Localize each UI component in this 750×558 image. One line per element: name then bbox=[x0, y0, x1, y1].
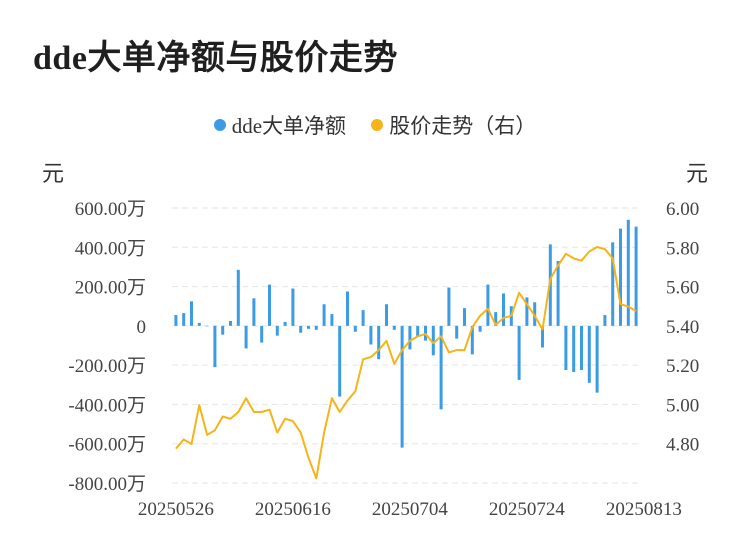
bar bbox=[252, 298, 256, 326]
bar bbox=[392, 325, 396, 330]
bar bbox=[221, 325, 225, 335]
bar bbox=[268, 284, 271, 326]
right-tick-label: 6.00 bbox=[666, 199, 699, 220]
x-tick-label: 20250704 bbox=[372, 499, 449, 520]
bar bbox=[205, 325, 209, 327]
bar bbox=[346, 291, 349, 326]
bar bbox=[197, 322, 201, 326]
bar bbox=[455, 325, 459, 339]
x-tick-label: 20250724 bbox=[489, 499, 566, 520]
right-tick-label: 5.80 bbox=[666, 238, 699, 259]
bar bbox=[182, 313, 186, 326]
bar bbox=[619, 228, 622, 326]
bar bbox=[556, 261, 560, 326]
bar bbox=[174, 315, 178, 326]
bar bbox=[244, 325, 248, 349]
left-tick-label: -800.00万 bbox=[68, 474, 146, 495]
legend-item-price[interactable]: 股价走势（右） bbox=[371, 110, 536, 140]
bar bbox=[361, 310, 365, 326]
bar bbox=[283, 321, 287, 326]
left-tick-label: 400.00万 bbox=[75, 238, 146, 259]
bar bbox=[626, 219, 630, 326]
bar bbox=[525, 297, 529, 326]
left-tick-label: -600.00万 bbox=[68, 435, 146, 456]
bar bbox=[377, 325, 381, 360]
bar bbox=[260, 325, 264, 343]
bar bbox=[439, 325, 443, 410]
left-axis-unit: 元 bbox=[42, 161, 65, 186]
left-tick-label: -400.00万 bbox=[68, 395, 146, 416]
bar bbox=[408, 325, 412, 350]
bar bbox=[322, 304, 326, 326]
x-tick-label: 20250526 bbox=[138, 499, 214, 520]
right-tick-label: 4.80 bbox=[666, 435, 699, 456]
bar bbox=[291, 288, 295, 326]
chart-title: dde大单净额与股价走势 bbox=[33, 40, 398, 77]
bar bbox=[299, 325, 303, 333]
bar bbox=[275, 325, 279, 336]
bar bbox=[595, 325, 599, 393]
x-tick-label: 20250616 bbox=[255, 499, 331, 520]
bar bbox=[494, 312, 498, 326]
right-tick-label: 5.20 bbox=[666, 356, 699, 377]
bar bbox=[338, 325, 342, 397]
bar bbox=[447, 287, 451, 326]
bar bbox=[541, 325, 544, 348]
bar bbox=[463, 308, 466, 326]
bar bbox=[502, 293, 505, 326]
legend-dot-price bbox=[371, 119, 384, 131]
legend-dot-dde bbox=[213, 119, 226, 131]
bar bbox=[470, 325, 474, 355]
left-tick-label: 600.00万 bbox=[75, 199, 146, 220]
right-tick-label: 5.00 bbox=[666, 395, 699, 416]
bar bbox=[634, 226, 638, 326]
bar bbox=[330, 314, 334, 326]
legend-item-dde[interactable]: dde大单净额 bbox=[213, 110, 347, 140]
bar bbox=[431, 325, 435, 356]
right-tick-label: 5.60 bbox=[666, 278, 699, 299]
left-tick-label: 0 bbox=[137, 317, 147, 338]
legend-label-dde: dde大单净额 bbox=[231, 114, 347, 138]
bar bbox=[580, 325, 583, 371]
bar bbox=[517, 325, 521, 380]
bar bbox=[572, 325, 576, 373]
price-line bbox=[175, 246, 637, 480]
x-tick-label: 20250813 bbox=[606, 499, 682, 520]
bar bbox=[416, 325, 420, 337]
bar bbox=[400, 325, 404, 448]
bar bbox=[307, 325, 310, 329]
bar bbox=[369, 325, 373, 345]
bar bbox=[314, 325, 318, 330]
bar bbox=[564, 325, 568, 371]
bar bbox=[385, 304, 388, 326]
bar bbox=[478, 325, 482, 332]
bar bbox=[611, 242, 615, 326]
bar bbox=[603, 315, 607, 326]
bar bbox=[587, 325, 591, 383]
legend: dde大单净额 股价走势（右） bbox=[0, 110, 750, 140]
bar bbox=[229, 320, 232, 326]
bar bbox=[190, 301, 193, 326]
right-tick-label: 5.40 bbox=[666, 317, 699, 338]
left-tick-label: -200.00万 bbox=[68, 356, 146, 377]
left-tick-label: 200.00万 bbox=[75, 278, 146, 299]
bar bbox=[213, 325, 217, 368]
bar bbox=[353, 325, 357, 332]
legend-label-price: 股价走势（右） bbox=[389, 114, 537, 138]
bar bbox=[486, 284, 490, 326]
bar bbox=[236, 269, 240, 326]
right-axis-unit: 元 bbox=[686, 161, 709, 186]
